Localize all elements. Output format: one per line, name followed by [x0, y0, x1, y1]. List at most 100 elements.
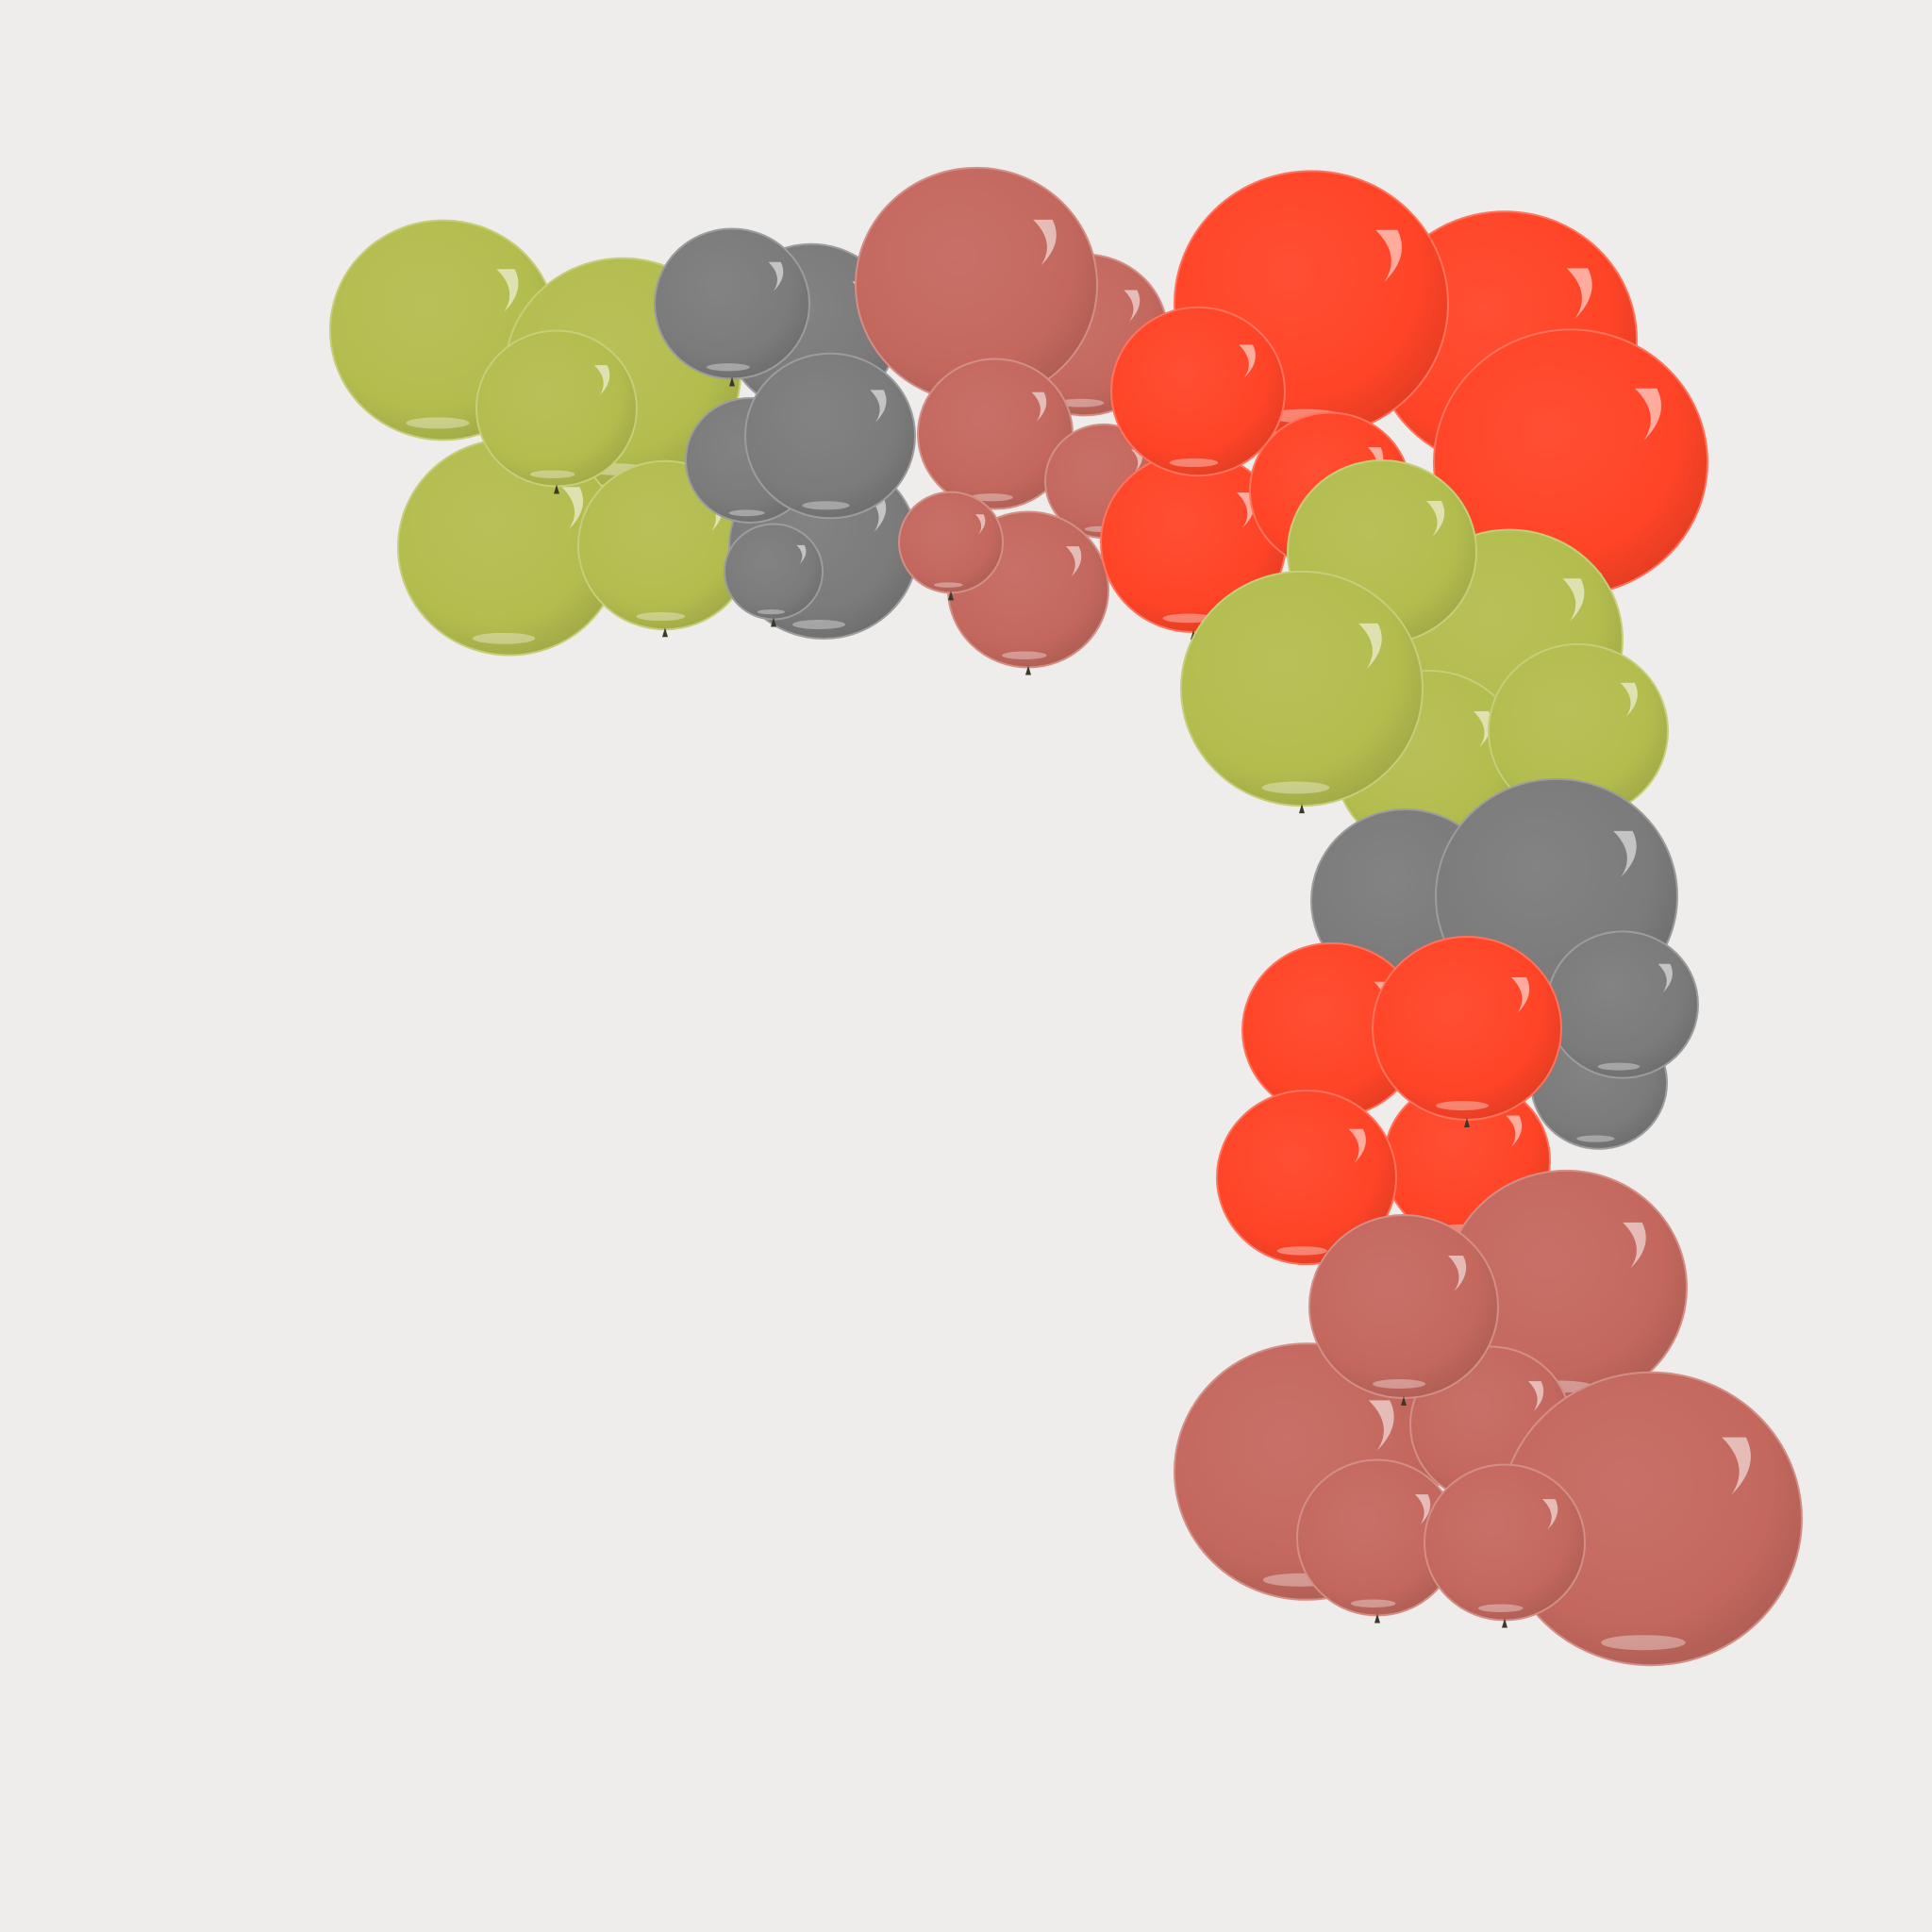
red-cluster-right — [1216, 936, 1562, 1266]
balloon-sheen — [406, 417, 470, 429]
terracotta-balloon — [898, 491, 1004, 601]
balloon-body — [1308, 1214, 1499, 1399]
balloon-sheen — [792, 620, 845, 629]
balloon-highlight — [1065, 546, 1082, 577]
balloon-highlight — [1368, 1400, 1394, 1451]
balloon-sheen — [802, 501, 850, 510]
balloon-highlight — [1239, 344, 1256, 378]
balloon-highlight — [1566, 268, 1592, 319]
balloon-highlight — [1426, 501, 1445, 537]
red-balloon — [1372, 936, 1562, 1127]
balloon-highlight — [1562, 578, 1585, 622]
balloon-knot — [1401, 1396, 1407, 1406]
balloon-highlight — [1033, 219, 1057, 266]
balloon-knot — [729, 376, 735, 387]
balloon-body — [744, 352, 916, 520]
balloon-highlight — [1635, 388, 1661, 441]
balloon-knot — [662, 627, 668, 638]
balloon-highlight — [1448, 1256, 1467, 1291]
balloon-highlight — [868, 496, 887, 532]
balloon-sheen — [728, 509, 765, 517]
balloon-sheen — [1169, 458, 1219, 468]
balloon-knot — [1464, 1118, 1470, 1127]
gray-balloon — [1546, 930, 1699, 1079]
balloon-highlight — [1358, 623, 1382, 670]
balloon-body — [898, 491, 1004, 594]
balloon-knot — [1025, 665, 1031, 675]
terracotta-balloon — [1424, 1463, 1586, 1628]
balloon-sheen — [1001, 651, 1047, 659]
olive-balloon — [1180, 570, 1424, 814]
balloon-highlight — [796, 544, 807, 564]
terracotta-balloon — [917, 358, 1074, 510]
gray-balloon — [744, 352, 916, 520]
balloon-sheen — [1261, 781, 1330, 794]
gray-cluster-top — [654, 227, 919, 640]
balloon-garland — [329, 166, 1803, 1667]
balloon-body — [1216, 1089, 1397, 1266]
balloon-highlight — [1474, 711, 1492, 747]
balloon-sheen — [1057, 398, 1105, 408]
balloon-body — [654, 227, 810, 380]
balloon-knot — [1299, 804, 1305, 814]
olive-balloon — [397, 438, 622, 657]
terracotta-balloon — [1499, 1371, 1803, 1667]
balloon-body — [1110, 306, 1286, 477]
balloon-sheen — [1162, 613, 1215, 624]
balloon-highlight — [1623, 1222, 1646, 1269]
balloon-highlight — [1506, 1115, 1523, 1147]
balloon-highlight — [593, 365, 610, 396]
balloon-highlight — [1657, 963, 1673, 993]
olive-cluster-top-left — [329, 219, 753, 657]
balloon-body — [1424, 1463, 1586, 1622]
balloon-highlight — [870, 390, 887, 423]
balloon-sheen — [1350, 1599, 1396, 1607]
balloon-highlight — [1613, 830, 1637, 877]
balloon-knot — [771, 617, 776, 627]
balloon-body — [1546, 930, 1699, 1079]
olive-cluster-right — [1180, 459, 1669, 855]
balloon-highlight — [1367, 447, 1384, 478]
balloon-highlight — [1527, 1381, 1544, 1412]
terracotta-balloon — [1308, 1214, 1499, 1406]
balloon-knot — [1374, 1613, 1380, 1624]
balloon-sheen — [1601, 1635, 1686, 1651]
balloon-highlight — [1414, 1494, 1431, 1525]
balloon-body — [1372, 936, 1562, 1121]
balloon-knot — [1502, 1618, 1507, 1628]
balloon-highlight — [1031, 391, 1047, 422]
balloon-sheen — [529, 470, 575, 478]
balloon-knot — [554, 484, 559, 494]
balloon-sheen — [933, 582, 963, 588]
balloon-sheen — [706, 363, 750, 372]
balloon-body — [724, 523, 824, 621]
balloon-sheen — [757, 609, 785, 615]
balloon-highlight — [1620, 682, 1638, 717]
balloon-highlight — [1124, 290, 1141, 322]
red-cluster-top-right — [1100, 170, 1708, 641]
balloon-highlight — [1131, 449, 1143, 473]
balloon-highlight — [1541, 1499, 1558, 1530]
balloon-sheen — [636, 611, 686, 622]
balloon-highlight — [496, 269, 519, 312]
balloon-sheen — [1436, 1101, 1489, 1110]
balloon-highlight — [1722, 1437, 1751, 1495]
balloon-highlight — [561, 487, 584, 530]
balloon-body — [1180, 570, 1424, 808]
balloon-sheen — [1477, 1604, 1524, 1612]
terracotta-cluster-top — [855, 166, 1169, 675]
balloon-body — [475, 329, 638, 488]
balloon-sheen — [1576, 1135, 1615, 1142]
balloon-sheen — [1597, 1062, 1641, 1071]
balloon-sheen — [1373, 1379, 1425, 1389]
balloon-sheen — [473, 632, 536, 644]
balloon-highlight — [768, 261, 784, 291]
balloon-knot — [948, 591, 954, 601]
gray-balloon — [724, 523, 824, 627]
olive-balloon — [475, 329, 638, 494]
balloon-sheen — [969, 493, 1013, 502]
balloon-sheen — [1276, 1246, 1327, 1256]
balloon-highlight — [1375, 229, 1402, 282]
balloon-highlight — [1348, 1128, 1366, 1163]
